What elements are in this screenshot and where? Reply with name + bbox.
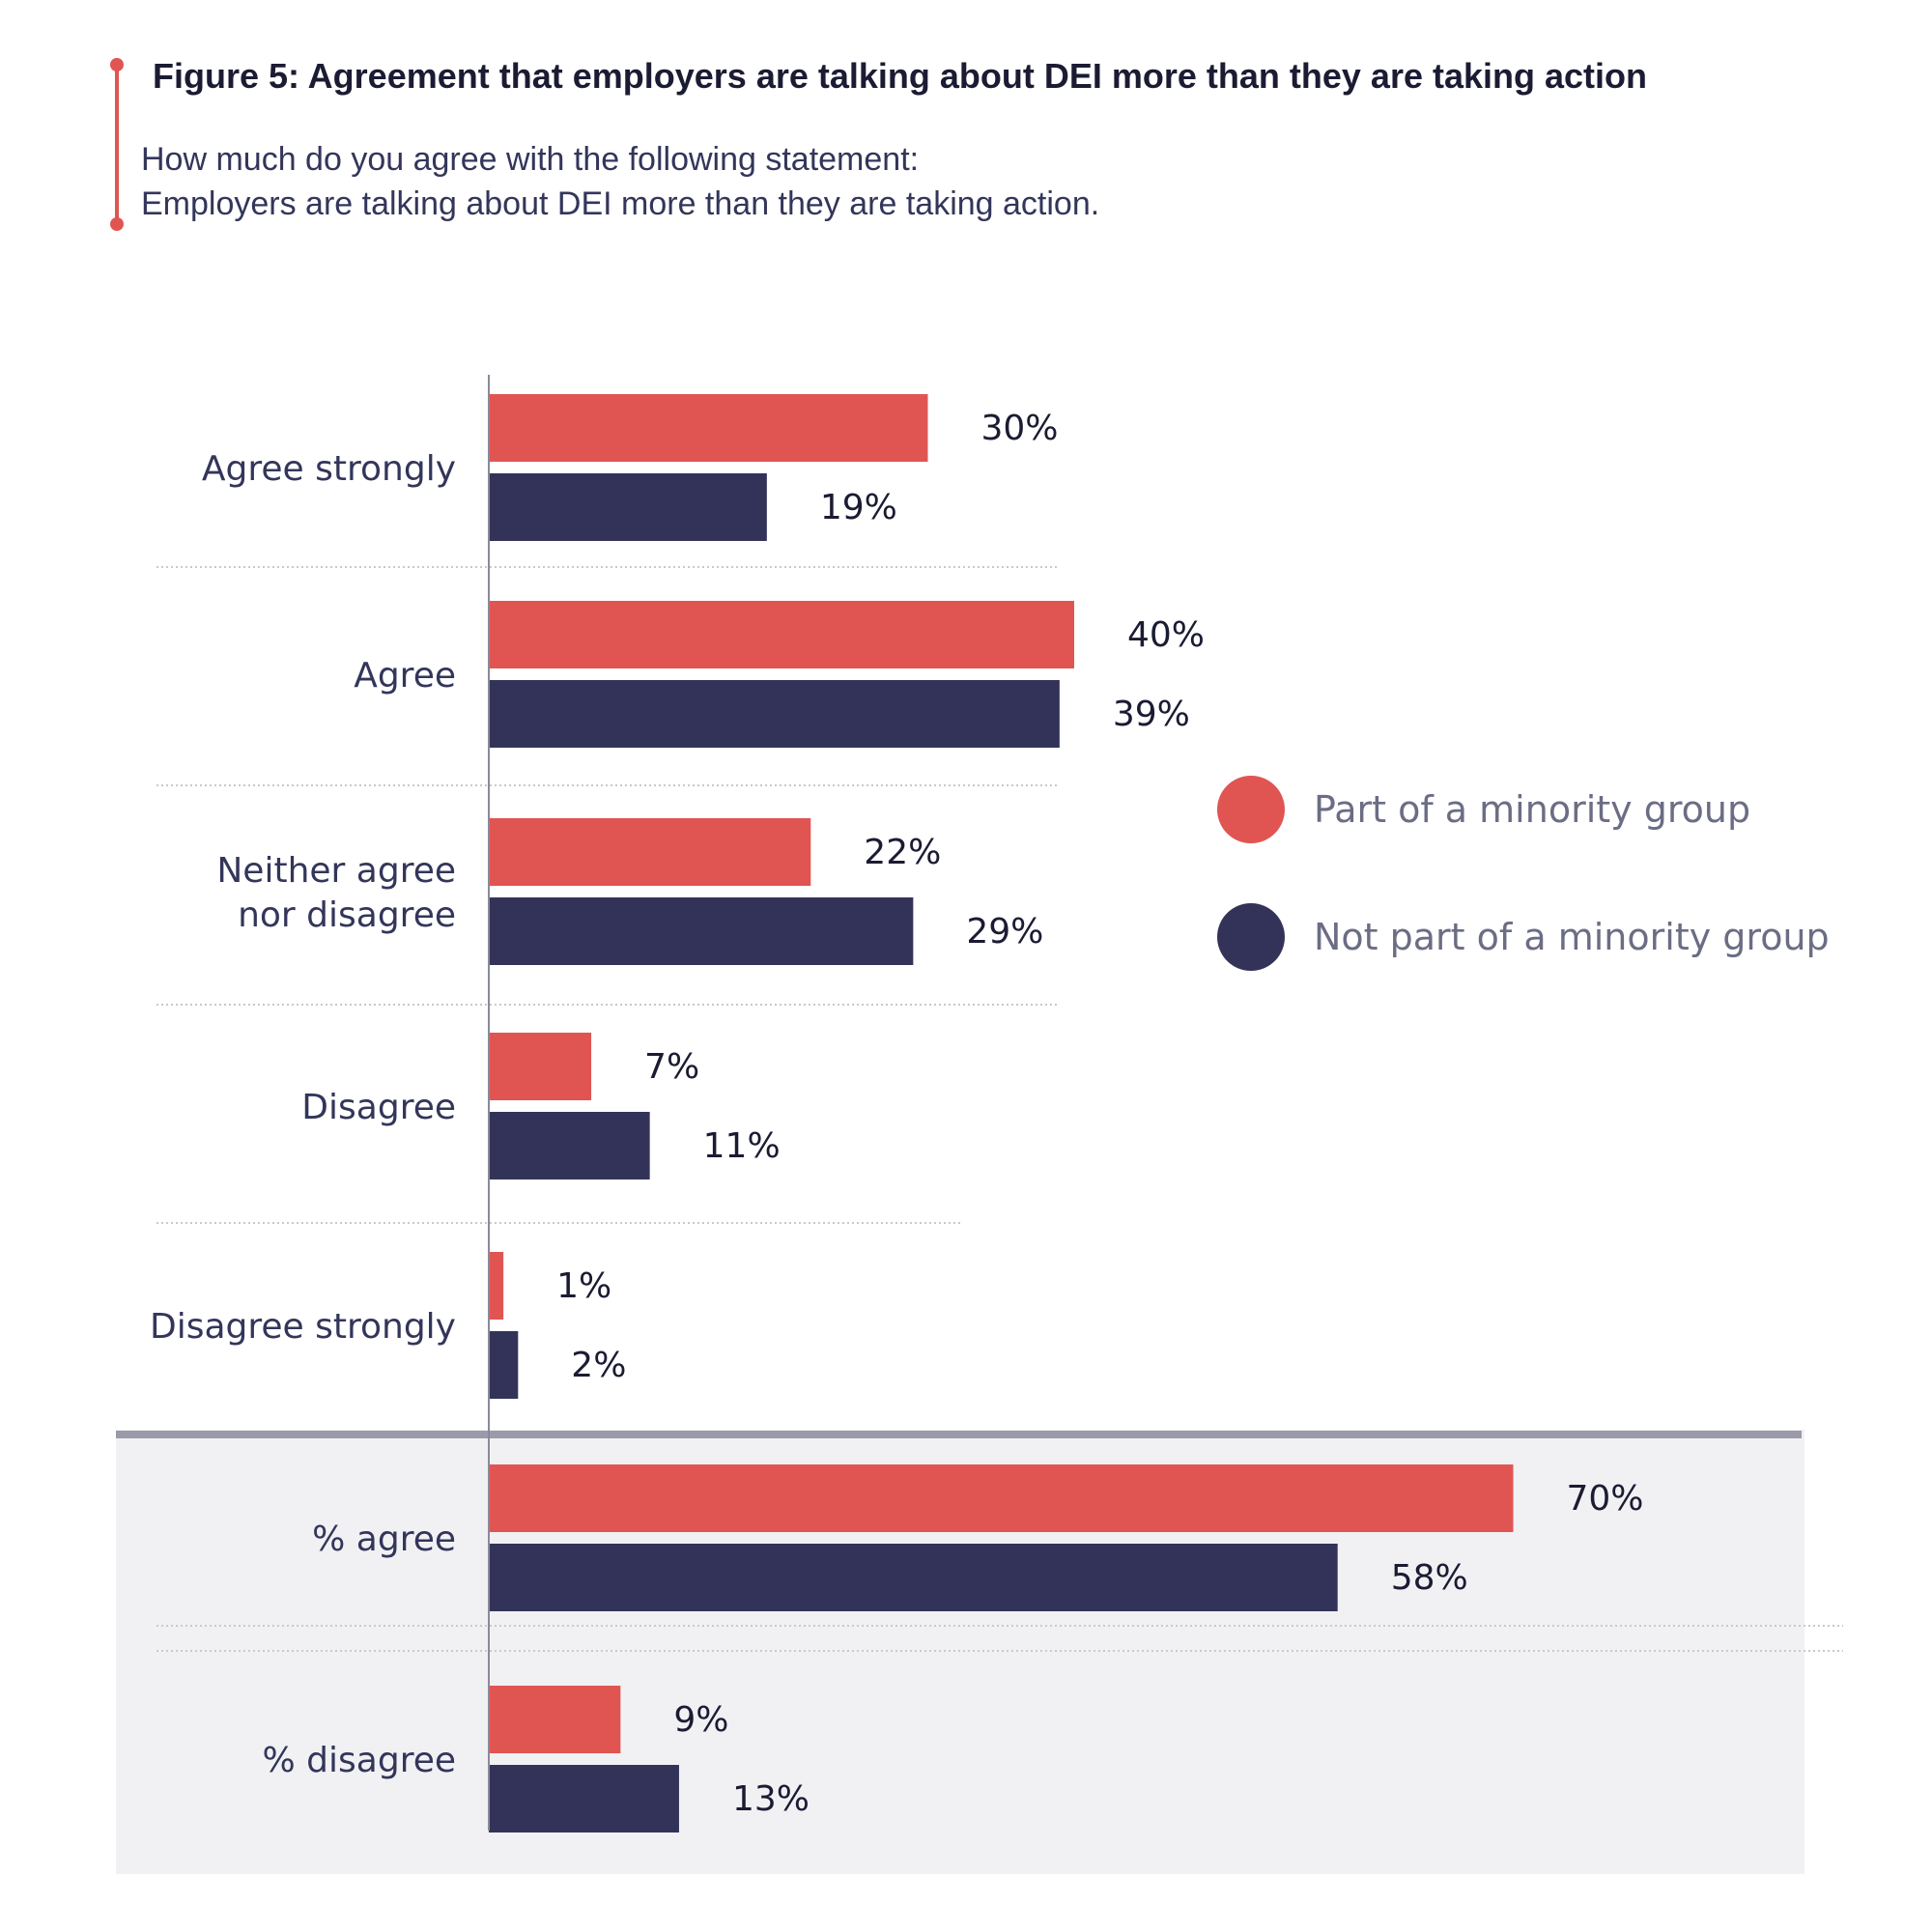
bar-not-minority-agree <box>489 680 1060 748</box>
bar-not-minority-pct-disagree <box>489 1765 679 1833</box>
figure-subtitle: How much do you agree with the following… <box>141 137 1099 226</box>
subtitle-line-2: Employers are talking about DEI more tha… <box>141 185 1100 222</box>
value-label-not-minority-neither-agree-nor-disagree: 29% <box>966 912 1043 952</box>
bar-not-minority-pct-agree <box>489 1544 1338 1611</box>
legend-label-minority: Part of a minority group <box>1314 788 1750 831</box>
figure-title: Figure 5: Agreement that employers are t… <box>153 56 1648 96</box>
title-accent-dot-bottom <box>110 217 124 231</box>
value-label-not-minority-disagree-strongly: 2% <box>571 1346 626 1385</box>
bar-minority-agree-strongly <box>489 394 928 462</box>
value-label-minority-neither-agree-nor-disagree: 22% <box>864 833 941 872</box>
legend-label-not-minority: Not part of a minority group <box>1314 916 1830 958</box>
bar-minority-disagree-strongly <box>489 1252 504 1320</box>
legend-swatch-not-minority <box>1217 903 1285 971</box>
category-label-disagree: Disagree <box>301 1088 456 1127</box>
bar-not-minority-disagree <box>489 1112 650 1179</box>
bar-minority-pct-disagree <box>489 1686 621 1753</box>
title-accent-dot-top <box>110 58 124 71</box>
category-label-agree-strongly: Agree strongly <box>202 449 456 489</box>
value-label-not-minority-agree-strongly: 19% <box>820 488 897 527</box>
value-label-minority-pct-disagree: 9% <box>673 1700 728 1740</box>
value-label-not-minority-agree: 39% <box>1113 695 1190 734</box>
category-label-agree: Agree <box>354 656 456 696</box>
title-accent-line <box>115 65 119 224</box>
category-label-disagree-strongly: Disagree strongly <box>150 1307 456 1347</box>
bar-minority-neither-agree-nor-disagree <box>489 818 811 886</box>
bar-minority-disagree <box>489 1033 592 1100</box>
value-label-not-minority-pct-agree: 58% <box>1391 1558 1468 1598</box>
value-label-minority-disagree: 7% <box>644 1047 699 1087</box>
value-label-minority-agree-strongly: 30% <box>981 409 1059 448</box>
bar-not-minority-neither-agree-nor-disagree <box>489 897 914 965</box>
value-label-not-minority-pct-disagree: 13% <box>732 1779 810 1819</box>
subtitle-line-1: How much do you agree with the following… <box>141 141 920 178</box>
category-label-pct-disagree: % disagree <box>263 1741 456 1780</box>
category-label-neither-agree-nor-disagree: Neither agree nor disagree <box>216 851 456 935</box>
value-label-minority-pct-agree: 70% <box>1567 1479 1644 1519</box>
bar-not-minority-disagree-strongly <box>489 1331 519 1399</box>
value-label-minority-disagree-strongly: 1% <box>556 1266 611 1306</box>
legend-swatch-minority <box>1217 776 1285 843</box>
bar-minority-agree <box>489 601 1074 668</box>
bar-minority-pct-agree <box>489 1464 1514 1532</box>
value-label-not-minority-disagree: 11% <box>703 1126 781 1166</box>
category-label-pct-agree: % agree <box>312 1520 456 1559</box>
bar-not-minority-agree-strongly <box>489 473 767 541</box>
value-label-minority-agree: 40% <box>1127 615 1205 655</box>
